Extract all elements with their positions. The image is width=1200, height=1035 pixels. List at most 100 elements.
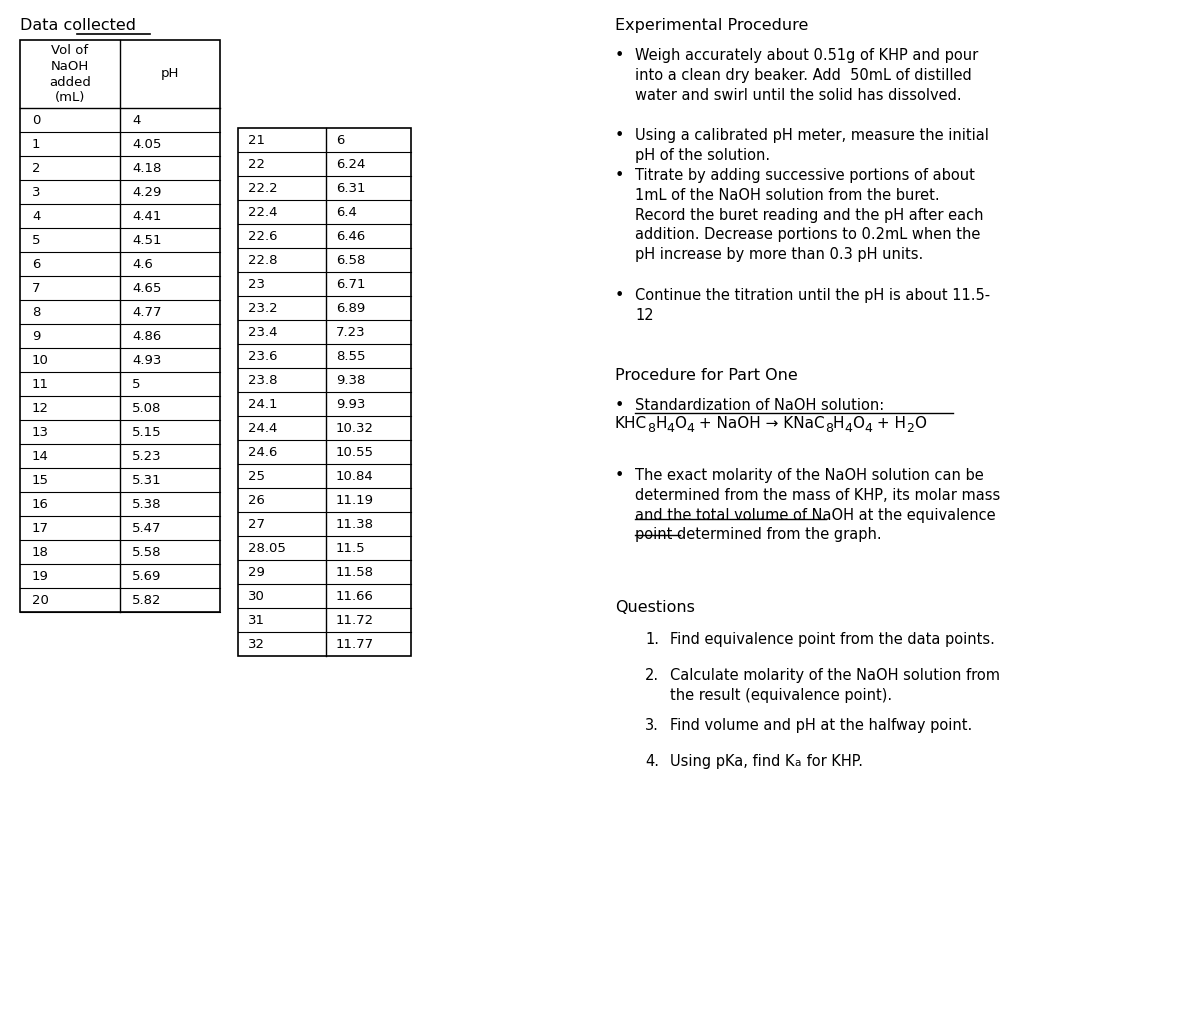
Text: 23: 23 bbox=[248, 277, 265, 291]
Text: Data collected: Data collected bbox=[20, 18, 136, 33]
Text: 20: 20 bbox=[32, 593, 49, 607]
Text: 5.08: 5.08 bbox=[132, 402, 161, 414]
Text: for KHP.: for KHP. bbox=[803, 755, 864, 769]
Text: 4.86: 4.86 bbox=[132, 329, 161, 343]
Text: 4.6: 4.6 bbox=[132, 258, 152, 270]
Text: 22.4: 22.4 bbox=[248, 206, 277, 218]
Text: 5: 5 bbox=[132, 378, 140, 390]
Text: 4: 4 bbox=[32, 209, 41, 223]
Text: 5.31: 5.31 bbox=[132, 473, 162, 486]
Bar bbox=[238, 128, 410, 656]
Text: 7.23: 7.23 bbox=[336, 325, 366, 338]
Text: Find volume and pH at the halfway point.: Find volume and pH at the halfway point. bbox=[670, 718, 972, 733]
Text: 6.4: 6.4 bbox=[336, 206, 356, 218]
Text: 1: 1 bbox=[32, 138, 41, 150]
Text: 4: 4 bbox=[845, 422, 852, 435]
Text: •: • bbox=[616, 168, 624, 183]
Text: 4: 4 bbox=[864, 422, 872, 435]
Text: 1.: 1. bbox=[646, 632, 659, 647]
Text: •: • bbox=[616, 48, 624, 63]
Text: 11: 11 bbox=[32, 378, 49, 390]
Text: 24.4: 24.4 bbox=[248, 421, 277, 435]
Text: 4.29: 4.29 bbox=[132, 185, 161, 199]
Text: 7: 7 bbox=[32, 282, 41, 295]
Text: 10: 10 bbox=[32, 354, 49, 366]
Text: 3.: 3. bbox=[646, 718, 659, 733]
Text: 4.41: 4.41 bbox=[132, 209, 161, 223]
Text: O: O bbox=[914, 416, 926, 431]
Text: 26: 26 bbox=[248, 494, 265, 506]
Text: 30: 30 bbox=[248, 590, 265, 602]
Text: 23.4: 23.4 bbox=[248, 325, 277, 338]
Text: 2.: 2. bbox=[646, 668, 659, 683]
Text: 22.2: 22.2 bbox=[248, 181, 277, 195]
Text: Find equivalence point from the data points.: Find equivalence point from the data poi… bbox=[670, 632, 995, 647]
Text: H: H bbox=[833, 416, 845, 431]
Text: 29: 29 bbox=[248, 565, 265, 579]
Text: 22: 22 bbox=[248, 157, 265, 171]
Text: •: • bbox=[616, 468, 624, 483]
Text: a: a bbox=[794, 758, 800, 768]
Text: 9.93: 9.93 bbox=[336, 397, 365, 411]
Text: 5.82: 5.82 bbox=[132, 593, 162, 607]
Text: 4: 4 bbox=[132, 114, 140, 126]
Text: 6: 6 bbox=[32, 258, 41, 270]
Text: •: • bbox=[616, 288, 624, 303]
Text: 11.58: 11.58 bbox=[336, 565, 374, 579]
Text: 9: 9 bbox=[32, 329, 41, 343]
Text: 8: 8 bbox=[647, 422, 655, 435]
Text: The exact molarity of the NaOH solution can be
determined from the mass of KHP, : The exact molarity of the NaOH solution … bbox=[635, 468, 1001, 542]
Text: 3: 3 bbox=[32, 185, 41, 199]
Text: 11.77: 11.77 bbox=[336, 638, 374, 651]
Text: 32: 32 bbox=[248, 638, 265, 651]
Text: 6.71: 6.71 bbox=[336, 277, 366, 291]
Text: 6: 6 bbox=[336, 134, 344, 147]
Text: 11.38: 11.38 bbox=[336, 518, 374, 531]
Text: 4.: 4. bbox=[646, 755, 659, 769]
Bar bbox=[20, 40, 220, 612]
Text: 11.5: 11.5 bbox=[336, 541, 366, 555]
Text: 10.32: 10.32 bbox=[336, 421, 374, 435]
Text: 23.2: 23.2 bbox=[248, 301, 277, 315]
Text: 24.6: 24.6 bbox=[248, 445, 277, 459]
Text: 4.93: 4.93 bbox=[132, 354, 161, 366]
Text: 5: 5 bbox=[32, 234, 41, 246]
Text: 4: 4 bbox=[686, 422, 695, 435]
Text: 5.38: 5.38 bbox=[132, 498, 162, 510]
Text: 10.55: 10.55 bbox=[336, 445, 374, 459]
Text: Weigh accurately about 0.51g of KHP and pour
into a clean dry beaker. Add  50mL : Weigh accurately about 0.51g of KHP and … bbox=[635, 48, 978, 102]
Text: Procedure for Part One: Procedure for Part One bbox=[616, 368, 798, 383]
Text: 4.05: 4.05 bbox=[132, 138, 161, 150]
Text: 17: 17 bbox=[32, 522, 49, 534]
Text: 11.66: 11.66 bbox=[336, 590, 374, 602]
Text: 18: 18 bbox=[32, 545, 49, 559]
Text: 28.05: 28.05 bbox=[248, 541, 286, 555]
Text: H: H bbox=[655, 416, 667, 431]
Text: 5.58: 5.58 bbox=[132, 545, 162, 559]
Text: 16: 16 bbox=[32, 498, 49, 510]
Text: 22.8: 22.8 bbox=[248, 254, 277, 266]
Text: O: O bbox=[674, 416, 686, 431]
Text: + H: + H bbox=[872, 416, 906, 431]
Text: 9.38: 9.38 bbox=[336, 374, 365, 386]
Text: 4: 4 bbox=[667, 422, 674, 435]
Text: •: • bbox=[616, 398, 624, 413]
Text: 5.23: 5.23 bbox=[132, 449, 162, 463]
Text: 5.69: 5.69 bbox=[132, 569, 161, 583]
Text: 25: 25 bbox=[248, 470, 265, 482]
Text: 23.8: 23.8 bbox=[248, 374, 277, 386]
Text: 0: 0 bbox=[32, 114, 41, 126]
Text: 6.89: 6.89 bbox=[336, 301, 365, 315]
Text: 6.58: 6.58 bbox=[336, 254, 365, 266]
Text: 27: 27 bbox=[248, 518, 265, 531]
Text: KHC: KHC bbox=[616, 416, 647, 431]
Text: 4.77: 4.77 bbox=[132, 305, 162, 319]
Text: Using pKa, find K: Using pKa, find K bbox=[670, 755, 794, 769]
Text: 19: 19 bbox=[32, 569, 49, 583]
Text: Continue the titration until the pH is about 11.5-
12: Continue the titration until the pH is a… bbox=[635, 288, 990, 323]
Text: 4.65: 4.65 bbox=[132, 282, 161, 295]
Text: Calculate molarity of the NaOH solution from
the result (equivalence point).: Calculate molarity of the NaOH solution … bbox=[670, 668, 1000, 703]
Text: 5.47: 5.47 bbox=[132, 522, 162, 534]
Text: 11.19: 11.19 bbox=[336, 494, 374, 506]
Text: 8: 8 bbox=[32, 305, 41, 319]
